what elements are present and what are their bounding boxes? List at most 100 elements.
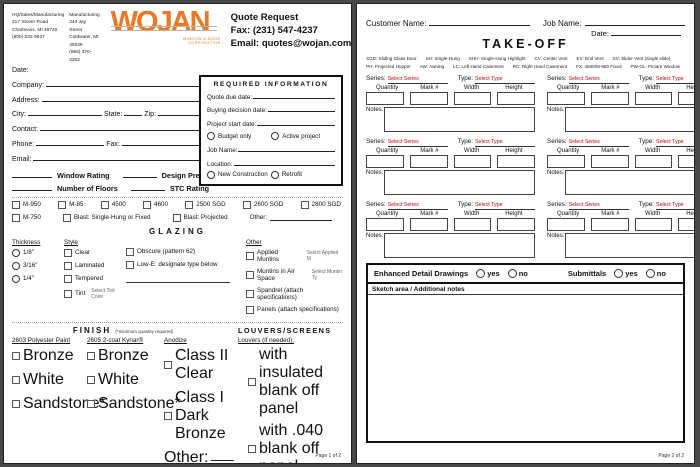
checkbox-icon[interactable] xyxy=(58,200,67,209)
width-input[interactable] xyxy=(634,91,673,105)
checkbox-class2-clear[interactable]: Class II Clear xyxy=(164,347,234,383)
checkbox-kynar-bronze[interactable]: Bronze xyxy=(87,347,159,365)
checkbox-icon[interactable] xyxy=(242,200,251,209)
series-select[interactable]: Select Series xyxy=(387,76,448,84)
stc-rating-input-line[interactable] xyxy=(130,184,165,191)
fax-input-line[interactable] xyxy=(121,139,214,146)
checkbox-blast-projected[interactable]: Blast: Projected xyxy=(172,213,228,222)
active-project-radio[interactable] xyxy=(271,132,280,141)
checkbox-4500[interactable]: 4500 xyxy=(100,200,126,209)
checkbox-obscure[interactable]: Obscure (pattern 62) xyxy=(126,247,246,256)
company-input-line[interactable] xyxy=(45,80,214,87)
quantity-input[interactable] xyxy=(366,91,404,105)
checkbox-icon[interactable] xyxy=(64,261,72,270)
checkbox-icon[interactable] xyxy=(12,213,20,222)
notes-input[interactable] xyxy=(384,169,536,195)
submittals-no-radio[interactable] xyxy=(645,268,655,278)
checkbox-icon[interactable] xyxy=(172,213,181,222)
enhanced-yes-radio[interactable] xyxy=(476,268,486,278)
checkbox-blast-single-hung[interactable]: Blast: Single-Hung or Fixed xyxy=(62,213,151,222)
sketch-area-input[interactable] xyxy=(368,294,683,441)
mark-input[interactable] xyxy=(590,217,629,231)
checkbox-icon[interactable] xyxy=(246,270,254,279)
quantity-input[interactable] xyxy=(366,154,404,168)
checkbox-panels[interactable]: Panels (attach specifications) xyxy=(246,305,343,314)
checkbox-icon[interactable] xyxy=(64,289,72,298)
checkbox-icon[interactable] xyxy=(87,351,95,360)
email-input-line[interactable] xyxy=(33,154,214,161)
job-name-input-line[interactable] xyxy=(584,19,685,26)
tint-color-select[interactable]: Select Tint Color xyxy=(91,287,115,300)
muntin-type-select[interactable]: Select Muntin Ty xyxy=(311,268,342,281)
width-input[interactable] xyxy=(634,154,673,168)
series-select[interactable]: Select Series xyxy=(568,139,629,147)
checkbox-insulated-blank-off[interactable]: with insulated blank off panel xyxy=(248,346,343,418)
checkbox-icon[interactable] xyxy=(185,200,194,209)
width-input[interactable] xyxy=(453,154,492,168)
checkbox-applied-muntins[interactable]: Applied Muntins Select Applied M xyxy=(246,249,343,263)
series-select[interactable]: Select Series xyxy=(387,139,448,147)
checkbox-icon[interactable] xyxy=(12,200,20,209)
mark-input[interactable] xyxy=(409,154,448,168)
checkbox-muntins-air-space[interactable]: Muntins in Air Space Select Muntin Ty xyxy=(246,268,343,282)
retrofit-radio[interactable] xyxy=(270,170,279,179)
date-input-line[interactable] xyxy=(611,29,681,36)
height-input[interactable] xyxy=(678,217,694,231)
type-select[interactable]: Select Type xyxy=(656,139,694,147)
radio-icon[interactable] xyxy=(12,248,20,257)
height-input[interactable] xyxy=(678,91,694,105)
finish-other-input-line[interactable] xyxy=(211,454,234,462)
checkbox-icon[interactable] xyxy=(142,200,151,209)
checkbox-poly-bronze[interactable]: Bronze xyxy=(12,347,82,365)
project-start-input-line[interactable] xyxy=(257,119,335,126)
type-select[interactable]: Select Type xyxy=(656,76,694,84)
checkbox-4600[interactable]: 4600 xyxy=(142,200,168,209)
design-pressure-input-line[interactable] xyxy=(122,171,157,178)
checkbox-2800-sgd[interactable]: 2800 SGD xyxy=(300,200,341,209)
series-select[interactable]: Select Series xyxy=(568,76,629,84)
quote-due-input-line[interactable] xyxy=(253,92,335,99)
series-select[interactable]: Select Series xyxy=(387,202,448,210)
checkbox-icon[interactable] xyxy=(100,200,109,209)
checkbox-icon[interactable] xyxy=(126,260,134,269)
checkbox-icon[interactable] xyxy=(64,248,72,257)
checkbox-low-e[interactable]: Low-E: designate type below xyxy=(126,260,246,269)
checkbox-icon[interactable] xyxy=(246,305,254,314)
thickness-3-16-radio-row[interactable]: 3/16" xyxy=(12,261,64,270)
low-e-type-input-line[interactable] xyxy=(126,274,230,283)
mark-input[interactable] xyxy=(590,91,629,105)
phone-input-line[interactable] xyxy=(36,139,105,146)
checkbox-icon[interactable] xyxy=(87,399,95,408)
checkbox-icon[interactable] xyxy=(300,200,309,209)
checkbox-2600-sgd[interactable]: 2600 SGD xyxy=(242,200,283,209)
notes-input[interactable] xyxy=(565,106,694,132)
checkbox-clear[interactable]: Clear xyxy=(64,248,126,257)
radio-icon[interactable] xyxy=(12,261,20,270)
height-input[interactable] xyxy=(678,154,694,168)
window-rating-input-line[interactable] xyxy=(12,171,52,178)
state-input-line[interactable] xyxy=(124,109,143,117)
height-input[interactable] xyxy=(497,154,535,168)
checkbox-icon[interactable] xyxy=(164,411,172,420)
applied-muntins-select[interactable]: Select Applied M xyxy=(306,249,339,262)
checkbox-m85[interactable]: M-85 xyxy=(58,200,83,209)
checkbox-kynar-white[interactable]: White xyxy=(87,371,159,389)
checkbox-icon[interactable] xyxy=(246,251,254,260)
location-input-line[interactable] xyxy=(233,159,335,166)
contact-input-line[interactable] xyxy=(40,124,214,132)
checkbox-icon[interactable] xyxy=(246,289,254,298)
width-input[interactable] xyxy=(634,217,673,231)
quantity-input[interactable] xyxy=(547,154,585,168)
checkbox-poly-sandstone[interactable]: Sandstone* xyxy=(12,395,106,413)
city-input-line[interactable] xyxy=(28,109,102,117)
notes-input[interactable] xyxy=(384,232,536,258)
number-of-floors-input-line[interactable] xyxy=(12,184,52,191)
checkbox-2500-sgd[interactable]: 2500 SGD xyxy=(185,200,226,209)
series-select[interactable]: Select Series xyxy=(568,202,629,210)
job-name-input-line[interactable] xyxy=(238,145,335,153)
checkbox-spandrel[interactable]: Spandrel (attach specifications) xyxy=(246,287,343,301)
checkbox-class1-dark-bronze[interactable]: Class I Dark Bronze xyxy=(164,389,234,443)
checkbox-tint[interactable]: Tint Select Tint Color xyxy=(64,288,126,300)
height-input[interactable] xyxy=(497,91,535,105)
checkbox-m950[interactable]: M-950 xyxy=(12,200,41,209)
